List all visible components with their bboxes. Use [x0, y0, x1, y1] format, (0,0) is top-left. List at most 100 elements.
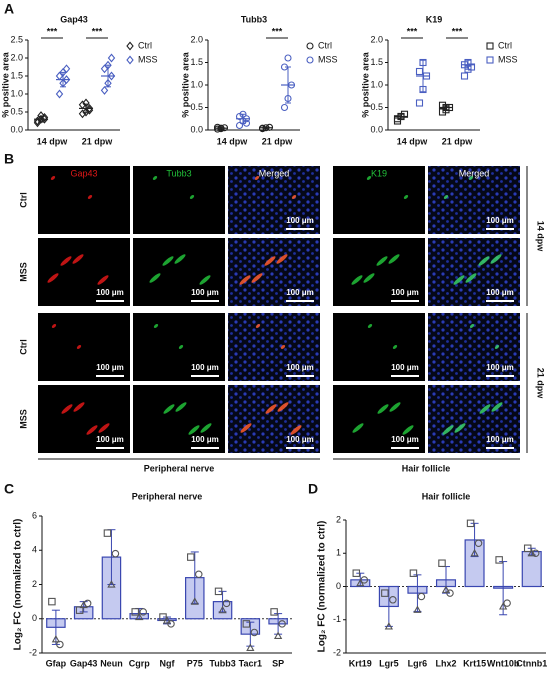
data-point [135, 612, 144, 621]
micrograph [133, 313, 225, 381]
x-tick-label: Tubb3 [209, 658, 235, 668]
signal [352, 423, 364, 433]
scale-bar-label: 100 μm [96, 435, 124, 444]
signal [277, 402, 289, 412]
data-point [246, 643, 255, 651]
y-tick-label: 1.0 [10, 88, 23, 98]
data-point [139, 608, 147, 616]
signal [280, 345, 286, 349]
micrograph [38, 313, 130, 381]
data-point [527, 548, 536, 557]
signal [72, 254, 84, 264]
y-tick-label: 1 [336, 548, 341, 558]
micrograph [38, 385, 130, 453]
signal [276, 254, 288, 264]
signal [443, 195, 449, 199]
data-point [195, 570, 203, 578]
signal [50, 176, 56, 180]
signal [240, 423, 252, 433]
x-tick-label: 21 dpw [82, 136, 114, 146]
y-tick-label: 0.5 [370, 102, 383, 112]
data-point [270, 608, 278, 616]
chart-title: Peripheral nerve [132, 491, 203, 501]
y-tick-label: -2 [333, 647, 341, 657]
scale-bar-label: 100 μm [96, 363, 124, 372]
data-point [356, 578, 365, 587]
y-tick-label: 1.5 [370, 57, 383, 67]
y-axis-label: % positive area [180, 51, 190, 118]
data-point [111, 549, 120, 558]
panel-label: A [4, 1, 14, 17]
data-point [446, 589, 454, 597]
data-point [159, 613, 167, 621]
signal [291, 195, 297, 199]
chart-title: K19 [426, 14, 443, 24]
micrograph [333, 313, 425, 381]
panel-label: C [4, 481, 14, 497]
data-point [190, 597, 199, 605]
signal [87, 195, 93, 199]
data-point [381, 589, 389, 597]
y-tick-label: 2 [336, 514, 341, 524]
data-point [100, 85, 109, 95]
y-axis-label: % positive area [0, 51, 10, 118]
scale-bar-label: 100 μm [486, 288, 514, 297]
y-tick-label: 0.0 [370, 124, 383, 134]
y-axis-label: % positive area [360, 51, 370, 118]
signal [265, 404, 277, 414]
signal [199, 275, 211, 285]
data-point [438, 559, 446, 567]
scale-bar-label: 100 μm [486, 363, 514, 372]
micrograph [428, 166, 520, 234]
data-point [131, 608, 139, 616]
column-label: Gap43 [70, 168, 97, 178]
data-point [56, 640, 64, 649]
y-tick-label: 2.0 [10, 52, 23, 62]
x-tick-label: Ngf [160, 658, 176, 668]
bar [521, 550, 542, 588]
signal [454, 423, 466, 433]
x-tick-label: Neun [100, 658, 123, 668]
y-tick-label: 1.0 [190, 79, 203, 89]
chart-title: Gap43 [60, 14, 88, 24]
y-tick-label: 2.0 [370, 34, 383, 44]
data-point [531, 549, 540, 557]
legend-marker [126, 41, 134, 51]
signal [453, 275, 465, 285]
y-tick-label: 2.5 [10, 34, 23, 44]
chart-title: Tubb3 [241, 14, 267, 24]
data-point [409, 569, 418, 577]
scale-bar-label: 100 μm [96, 288, 124, 297]
x-tick-label: 14 dpw [217, 136, 249, 146]
data-point [384, 622, 393, 630]
data-point [107, 580, 116, 588]
x-tick-label: SP [272, 658, 284, 668]
data-point [273, 631, 283, 639]
significance-label: *** [272, 26, 283, 36]
signal [392, 345, 398, 349]
signal [402, 425, 414, 435]
data-point [413, 605, 422, 613]
y-tick-label: 2 [32, 579, 37, 589]
signal [60, 256, 72, 266]
legend-label: Ctrl [318, 40, 332, 50]
signal [465, 273, 477, 283]
x-tick-label: Gfap [46, 658, 67, 668]
x-tick-label: 14 dpw [37, 136, 69, 146]
x-tick-label: Cgrp [129, 658, 150, 668]
data-point [75, 606, 84, 614]
legend-label: Ctrl [498, 40, 512, 50]
data-point [503, 599, 511, 607]
data-point [62, 64, 71, 74]
data-point [107, 53, 116, 63]
panel-label: B [4, 151, 14, 167]
signal [163, 404, 175, 414]
data-point [441, 585, 451, 593]
y-tick-label: 0.0 [190, 124, 203, 134]
scale-bar-label: 100 μm [286, 435, 314, 444]
column-label: Merged [459, 168, 490, 178]
data-point [167, 620, 175, 628]
data-point [284, 54, 292, 62]
timepoint-label: 14 dpw [536, 221, 546, 253]
